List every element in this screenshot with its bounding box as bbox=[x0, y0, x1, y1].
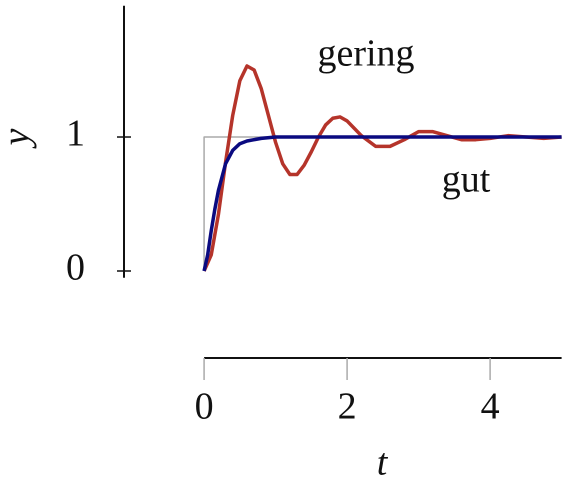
y-axis-label: y bbox=[0, 128, 38, 149]
x-tick-label: 4 bbox=[481, 386, 500, 428]
line bbox=[202, 135, 562, 272]
annotation: gering bbox=[317, 33, 414, 75]
reference-step bbox=[203, 136, 562, 271]
x-axis-label: t bbox=[377, 442, 389, 484]
annotation: gut bbox=[442, 159, 491, 201]
y-tick-label: 1 bbox=[66, 113, 85, 155]
x-tick-label: 2 bbox=[338, 386, 357, 428]
x-tick-label: 0 bbox=[195, 386, 214, 428]
y-tick-label: 0 bbox=[66, 247, 85, 289]
line bbox=[202, 64, 562, 272]
